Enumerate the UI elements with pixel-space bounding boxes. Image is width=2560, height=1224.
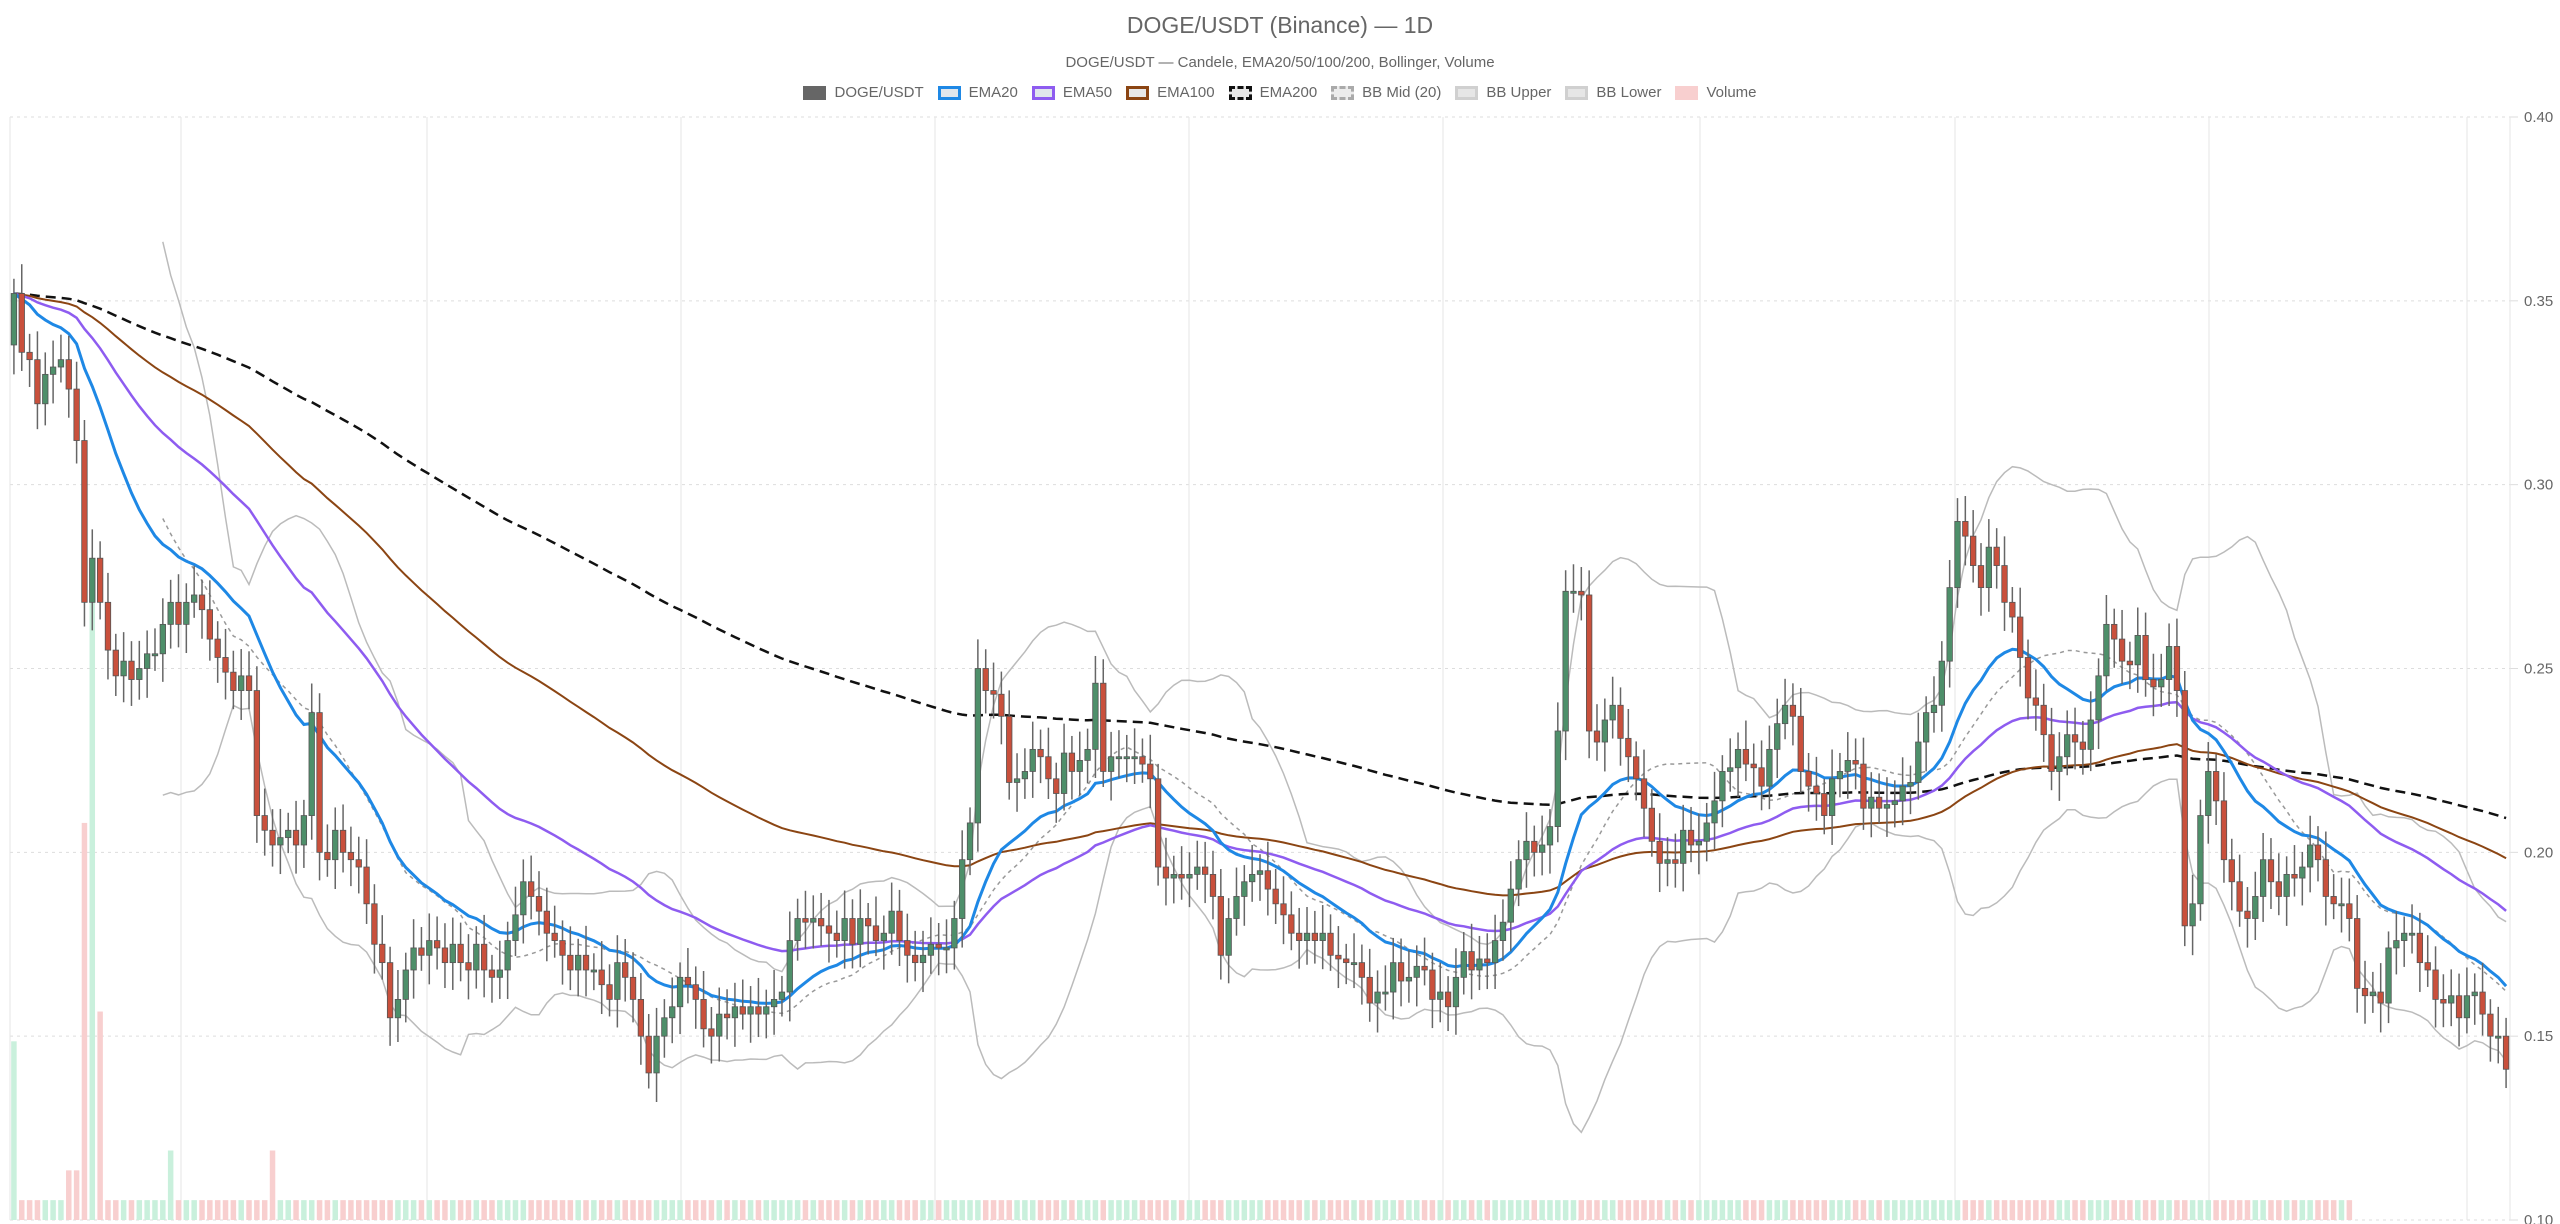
legend-swatch-icon bbox=[1455, 85, 1479, 100]
legend-swatch-icon bbox=[1031, 85, 1055, 100]
legend-item-volume[interactable]: Volume bbox=[1675, 84, 1757, 101]
legend-label: BB Upper bbox=[1486, 84, 1552, 101]
y-tick-label: 0.35 bbox=[2524, 293, 2553, 310]
legend-swatch-icon bbox=[1331, 85, 1355, 100]
chart-legend: DOGE/USDT EMA20 EMA50 EMA100 EMA200 BB Mid (2… bbox=[0, 84, 2560, 101]
ema200-line bbox=[13, 292, 2507, 820]
y-tick-label: 0.25 bbox=[2524, 661, 2553, 678]
legend-swatch-icon bbox=[1675, 85, 1699, 100]
legend-item-ema50[interactable]: EMA50 bbox=[1031, 84, 1113, 101]
legend-label: BB Mid (20) bbox=[1362, 84, 1442, 101]
bb-lower-line bbox=[162, 704, 2507, 1134]
y-tick-label: 0.15 bbox=[2524, 1028, 2553, 1045]
legend-label: BB Lower bbox=[1596, 84, 1662, 101]
legend-item-bb-upper[interactable]: BB Upper bbox=[1455, 84, 1551, 101]
legend-item-bb-mid-20-[interactable]: BB Mid (20) bbox=[1331, 84, 1441, 101]
candles bbox=[10, 264, 2510, 1103]
y-tick-label: 0.40 bbox=[2524, 109, 2553, 126]
y-tick-label: 0.20 bbox=[2524, 844, 2553, 861]
legend-label: EMA200 bbox=[1259, 84, 1318, 101]
legend-swatch-icon bbox=[937, 85, 961, 100]
volume-bars bbox=[11, 594, 2353, 1220]
legend-swatch-icon bbox=[1126, 85, 1150, 100]
ema100-line bbox=[13, 292, 2507, 897]
y-tick-label: 0.30 bbox=[2524, 477, 2553, 494]
grid: 0.40 0.35 0.30 0.25 0.20 0.15 0.10 bbox=[9, 109, 2553, 1224]
legend-item-ema100[interactable]: EMA100 bbox=[1126, 84, 1215, 101]
legend-swatch-icon bbox=[1565, 85, 1589, 100]
legend-label: EMA100 bbox=[1157, 84, 1215, 101]
legend-label: EMA50 bbox=[1062, 84, 1113, 101]
legend-item-bb-lower[interactable]: BB Lower bbox=[1565, 84, 1661, 101]
chart-title: DOGE/USDT (Binance) — 1D bbox=[1126, 12, 1434, 38]
legend-item-ema200[interactable]: EMA200 bbox=[1228, 84, 1318, 101]
legend-item-doge-usdt[interactable]: DOGE/USDT bbox=[803, 84, 924, 101]
chart-subtitle: DOGE/USDT — Candele, EMA20/50/100/200, B… bbox=[1065, 54, 1495, 71]
legend-swatch-icon bbox=[803, 85, 827, 100]
y-tick-label: 0.10 bbox=[2524, 1212, 2553, 1224]
legend-label: DOGE/USDT bbox=[834, 84, 924, 101]
bb-upper-line bbox=[162, 241, 2507, 973]
legend-swatch-icon bbox=[1228, 85, 1252, 100]
bb-mid-line bbox=[162, 518, 2507, 1015]
legend-label: Volume bbox=[1706, 84, 1757, 101]
legend-label: EMA20 bbox=[968, 84, 1018, 101]
legend-item-ema20[interactable]: EMA20 bbox=[937, 84, 1018, 101]
